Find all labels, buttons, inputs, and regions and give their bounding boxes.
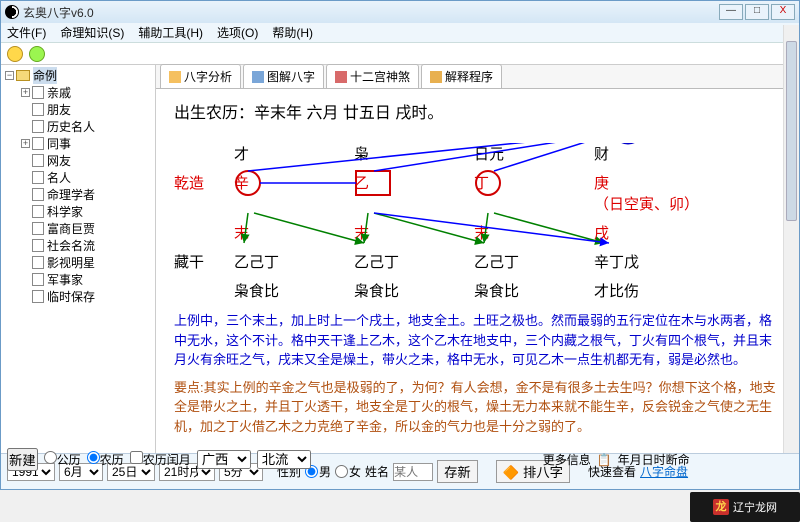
smiley-icon[interactable] (29, 46, 45, 62)
menu-tools[interactable]: 辅助工具(H) (138, 24, 203, 41)
more-label: 更多信息 (543, 451, 591, 468)
tree-item[interactable]: 社会名流 (1, 237, 155, 254)
tabs: 八字分析 图解八字 十二宫神煞 解释程序 (156, 65, 799, 89)
radio-solar[interactable]: 公历 (44, 451, 81, 468)
check-leap[interactable]: 农历闰月 (130, 451, 191, 468)
tab-explain[interactable]: 解释程序 (421, 64, 502, 88)
tree-item[interactable]: +同事 (1, 135, 155, 152)
tree-item[interactable]: 富商巨贾 (1, 220, 155, 237)
city-select[interactable]: 北流 (257, 450, 311, 469)
sidebar-tree: −命例 +亲戚朋友历史名人+同事网友名人命理学者科学家富商巨贾社会名流影视明星军… (1, 65, 156, 455)
tab-zodiac[interactable]: 十二宫神煞 (326, 64, 419, 88)
main-panel: 八字分析 图解八字 十二宫神煞 解释程序 出生农历：辛末年 六月 廿五日 戌时。 (156, 65, 799, 455)
tree-item[interactable]: 名人 (1, 169, 155, 186)
more-text[interactable]: 年月日时断命 (618, 451, 690, 468)
toolbar (1, 43, 799, 65)
tree-root[interactable]: −命例 (1, 67, 155, 84)
new-button[interactable]: 新建 (7, 448, 38, 471)
radio-lunar[interactable]: 农历 (87, 451, 124, 468)
analysis-paragraph-1: 上例中，三个末土，加上时上一个戌土，地支全土。土旺之极也。然而最弱的五行定位在木… (174, 311, 781, 370)
scrollbar[interactable] (783, 25, 799, 489)
tree-item[interactable]: 命理学者 (1, 186, 155, 203)
menu-help[interactable]: 帮助(H) (272, 24, 313, 41)
menu-options[interactable]: 选项(O) (217, 24, 258, 41)
menu-file[interactable]: 文件(F) (7, 24, 46, 41)
more-icon: 📋 (597, 453, 612, 467)
tab-bazi-analysis[interactable]: 八字分析 (160, 64, 241, 88)
smiley-icon[interactable] (7, 46, 23, 62)
tree-item[interactable]: 科学家 (1, 203, 155, 220)
maximize-button[interactable]: □ (745, 4, 769, 20)
tree-item[interactable]: 临时保存 (1, 288, 155, 305)
window-title: 玄奥八字v6.0 (23, 4, 94, 21)
tree-item[interactable]: 网友 (1, 152, 155, 169)
bazi-chart: 才 枭 日元 财 乾造 辛 乙 丁 庚（日空寅、卯） 末 (174, 143, 781, 303)
titlebar: 玄奥八字v6.0 — □ X (1, 1, 799, 23)
tree-item[interactable]: 朋友 (1, 101, 155, 118)
tab-diagram[interactable]: 图解八字 (243, 64, 324, 88)
watermark: 龙 辽宁龙网 (690, 492, 800, 522)
tree-item[interactable]: 军事家 (1, 271, 155, 288)
birth-line: 出生农历：辛末年 六月 廿五日 戌时。 (174, 99, 781, 123)
menubar: 文件(F) 命理知识(S) 辅助工具(H) 选项(O) 帮助(H) (1, 23, 799, 43)
tree-item[interactable]: 影视明星 (1, 254, 155, 271)
province-select[interactable]: 广西 (197, 450, 251, 469)
tree-item[interactable]: 历史名人 (1, 118, 155, 135)
content-area: 出生农历：辛末年 六月 廿五日 戌时。 (156, 89, 799, 455)
menu-knowledge[interactable]: 命理知识(S) (60, 24, 124, 41)
tree-item[interactable]: +亲戚 (1, 84, 155, 101)
analysis-paragraph-2: 要点:其实上例的辛金之气也是极弱的了，为何？有人会想，金不是有很多土去生吗？你想… (174, 378, 781, 437)
app-icon (5, 5, 19, 19)
minimize-button[interactable]: — (719, 4, 743, 20)
close-button[interactable]: X (771, 4, 795, 20)
